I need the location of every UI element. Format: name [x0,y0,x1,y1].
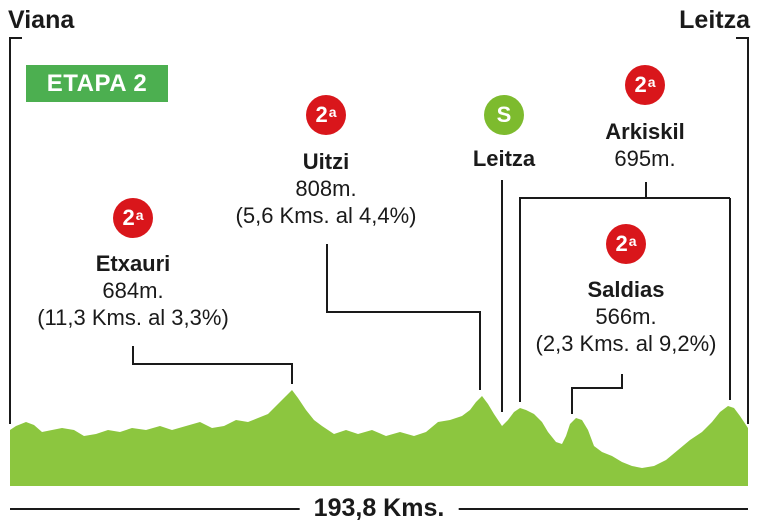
climb-etxauri: Etxauri 684m. (11,3 Kms. al 3,3%) [37,250,229,331]
sprint-name: Leitza [472,146,536,171]
climb-name: Arkiskil [605,119,685,144]
climb-uitzi: Uitzi 808m. (5,6 Kms. al 4,4%) [236,148,417,229]
climb-detail: (2,3 Kms. al 9,2%) [535,331,717,356]
leader-arkiskil [519,182,647,402]
finish-marker-line [736,37,749,424]
leader-etxauri [132,346,293,384]
total-distance: 193,8 Kms. [299,493,459,523]
start-marker-line [9,37,22,424]
climb-altitude: 808m. [295,176,357,201]
sprint-badge: S [484,95,524,135]
sprint-leitza: Leitza [473,145,535,172]
climb-name: Uitzi [302,149,350,174]
climb-altitude: 684m. [102,278,164,303]
climb-altitude: 566m. [595,304,657,329]
elevation-profile [10,390,748,486]
climb-detail: (11,3 Kms. al 3,3%) [37,305,229,330]
climb-altitude: 695m. [614,146,676,171]
climb-arkiskil: Arkiskil 695m. [605,118,685,172]
climb-name: Saldias [587,277,665,302]
climb-saldias: Saldias 566m. (2,3 Kms. al 9,2%) [536,276,717,357]
start-city: Viana [8,6,75,34]
stage-badge: ETAPA 2 [26,65,168,102]
climb-name: Etxauri [95,251,171,276]
leader-saldias [571,374,623,414]
finish-city: Leitza [679,6,750,34]
leader-uitzi [326,244,481,390]
climb-detail: (5,6 Kms. al 4,4%) [235,203,417,228]
